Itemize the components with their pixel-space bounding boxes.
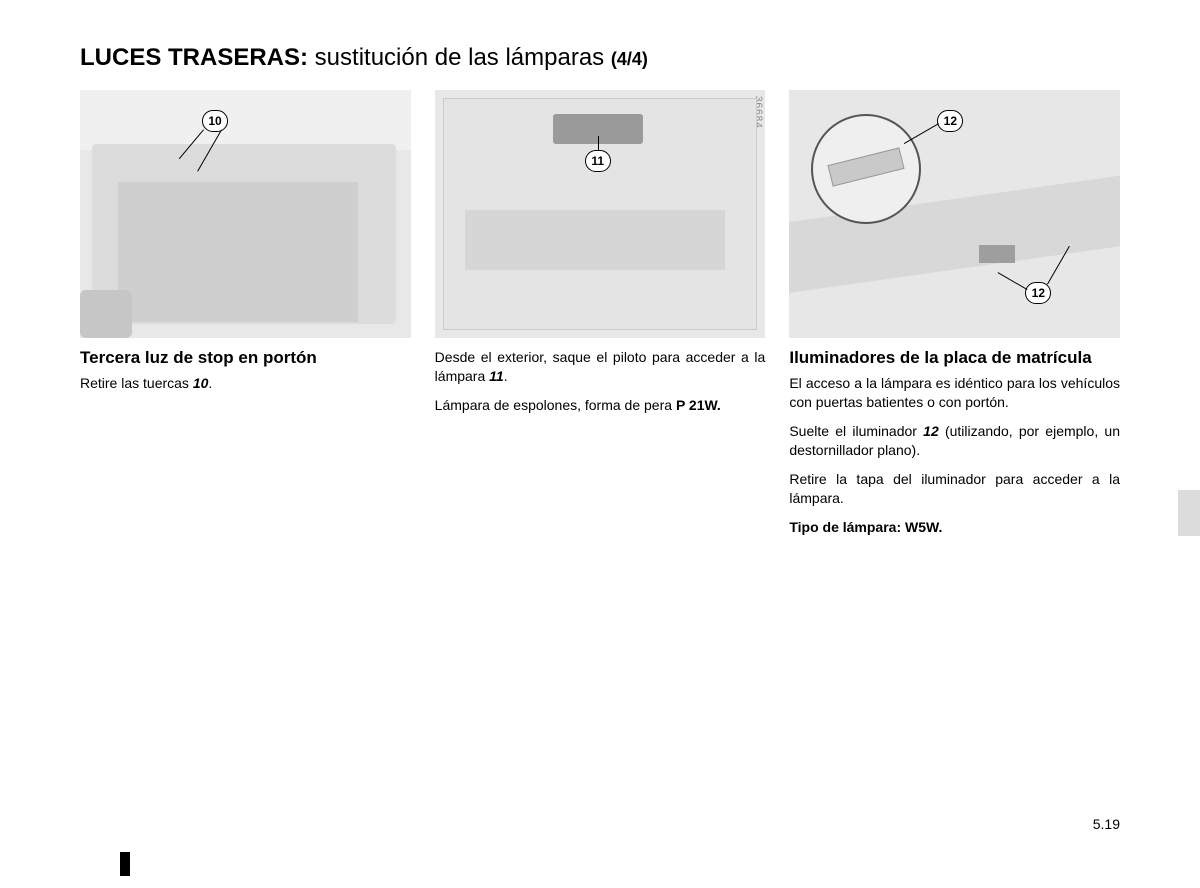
- columns: 36683 10 Tercera luz de stop en portón R…: [80, 90, 1120, 547]
- footer-mark: [120, 852, 130, 876]
- column-1: 36683 10 Tercera luz de stop en portón R…: [80, 90, 411, 547]
- title-fraction: (4/4): [611, 49, 648, 69]
- callout-12-top: 12: [937, 110, 963, 132]
- col3-p2: Suelte el iluminador 12 (utilizando, por…: [789, 422, 1120, 460]
- col3-p3: Retire la tapa del iluminador para acced…: [789, 470, 1120, 508]
- column-2: 36684 11 Desde el exterior, saque el pil…: [435, 90, 766, 547]
- figure-3: 38814 12 12: [789, 90, 1120, 338]
- callout-12-bottom: 12: [1025, 282, 1051, 304]
- col1-heading: Tercera luz de stop en portón: [80, 348, 411, 368]
- callout-11: 11: [585, 150, 611, 172]
- page-number: 5.19: [1093, 816, 1120, 832]
- col3-p1: El acceso a la lámpara es idéntico para …: [789, 374, 1120, 412]
- title-bold: LUCES TRASERAS:: [80, 44, 308, 71]
- col3-p4: Tipo de lámpara: W5W.: [789, 518, 1120, 537]
- col2-p1: Desde el exterior, saque el piloto para …: [435, 348, 766, 386]
- figure-1: 36683 10: [80, 90, 411, 338]
- side-tab: [1178, 490, 1200, 536]
- col1-p1: Retire las tuercas 10.: [80, 374, 411, 393]
- manual-page: LUCES TRASERAS: sustitución de las lámpa…: [0, 0, 1200, 587]
- page-title: LUCES TRASERAS: sustitución de las lámpa…: [80, 44, 1120, 72]
- column-3: 38814 12 12 Iluminadores de la placa de …: [789, 90, 1120, 547]
- callout-10: 10: [202, 110, 228, 132]
- figure-2: 36684 11: [435, 90, 766, 338]
- col2-p2: Lámpara de espolones, forma de pera P 21…: [435, 396, 766, 415]
- col3-heading: Iluminadores de la placa de matrícula: [789, 348, 1120, 368]
- title-light: sustitución de las lámparas: [308, 44, 611, 71]
